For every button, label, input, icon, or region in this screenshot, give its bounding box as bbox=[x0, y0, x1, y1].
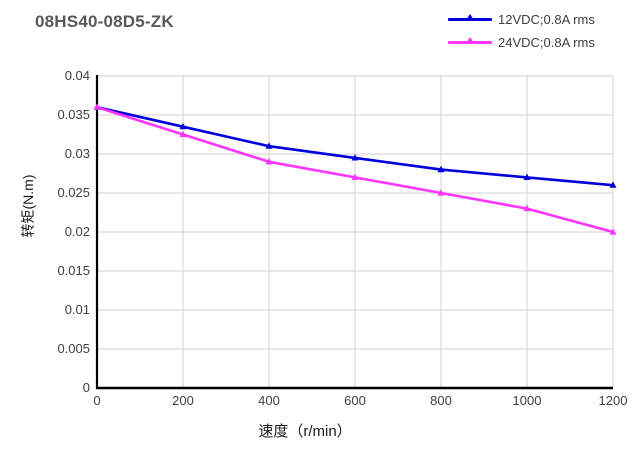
y-tick-label: 0.03 bbox=[64, 146, 90, 161]
data-point-marker bbox=[609, 228, 617, 235]
x-tick-label: 800 bbox=[430, 393, 452, 408]
x-tick-label: 1000 bbox=[512, 393, 542, 408]
legend-line-sample bbox=[448, 37, 492, 44]
data-point-marker bbox=[523, 204, 531, 212]
y-tick-label: 0.035 bbox=[57, 107, 90, 122]
triangle-marker-icon bbox=[466, 37, 474, 43]
data-point-marker bbox=[179, 122, 187, 130]
x-axis-title: 速度（r/min） bbox=[258, 423, 352, 440]
legend-label: 12VDC;0.8A rms bbox=[498, 12, 595, 27]
y-tick-label: 0.01 bbox=[64, 302, 90, 317]
triangle-marker-icon bbox=[466, 14, 474, 20]
y-tick-label: 0.005 bbox=[57, 341, 90, 356]
data-point-marker bbox=[609, 181, 617, 188]
data-point-marker bbox=[179, 130, 187, 138]
x-tick-label: 600 bbox=[344, 393, 366, 408]
legend-item-12vdc: 12VDC;0.8A rms bbox=[448, 8, 595, 31]
x-tick-label: 400 bbox=[258, 393, 280, 408]
data-point-marker bbox=[351, 154, 359, 161]
legend: 12VDC;0.8A rms 24VDC;0.8A rms bbox=[448, 8, 595, 54]
data-point-marker bbox=[437, 189, 445, 196]
data-point-marker bbox=[265, 158, 273, 165]
y-axis-title: 转矩(N.m) bbox=[20, 174, 36, 238]
data-point-marker bbox=[351, 173, 359, 180]
y-tick-label: 0.04 bbox=[64, 68, 90, 83]
legend-label: 24VDC;0.8A rms bbox=[498, 35, 595, 50]
data-point-marker bbox=[93, 103, 101, 110]
x-tick-label: 0 bbox=[93, 393, 101, 408]
data-point-marker bbox=[523, 173, 531, 180]
data-point-marker bbox=[265, 142, 273, 149]
y-tick-label: 0.015 bbox=[57, 263, 90, 278]
chart-title: 08HS40-08D5-ZK bbox=[35, 12, 174, 31]
y-tick-label: 0 bbox=[82, 380, 90, 395]
y-tick-label: 0.025 bbox=[57, 185, 90, 200]
data-point-marker bbox=[437, 165, 445, 173]
legend-item-24vdc: 24VDC;0.8A rms bbox=[448, 31, 595, 54]
x-tick-label: 1200 bbox=[598, 393, 628, 408]
x-tick-label: 200 bbox=[172, 393, 194, 408]
y-tick-label: 0.02 bbox=[64, 224, 90, 239]
legend-line-sample bbox=[448, 14, 492, 21]
